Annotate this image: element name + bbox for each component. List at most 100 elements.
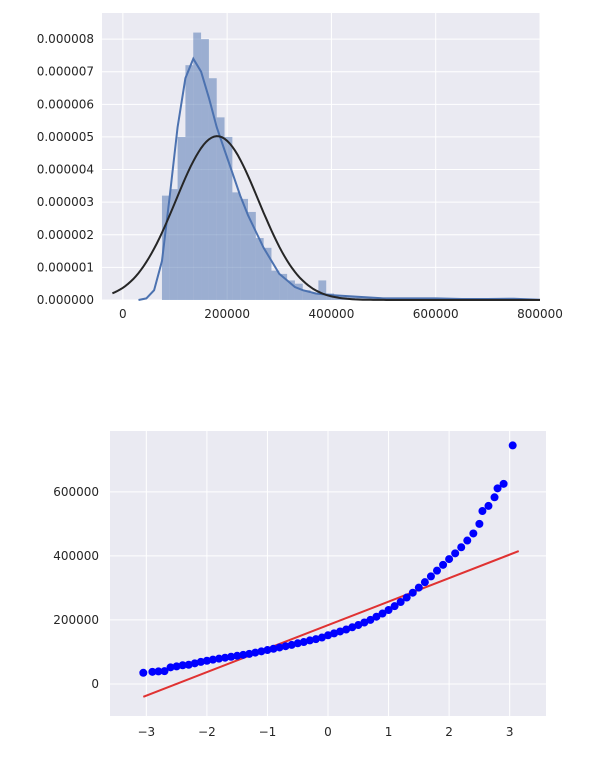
histogram-bar bbox=[365, 297, 374, 300]
histogram-y-tick-label: 0.000006 bbox=[37, 97, 94, 111]
probability-plot-point bbox=[420, 578, 429, 587]
histogram-bar bbox=[216, 117, 225, 300]
probability-plot-point bbox=[305, 636, 314, 645]
probability-x-tick-label: 0 bbox=[324, 725, 332, 739]
probability-plot-point bbox=[275, 643, 284, 652]
probability-plot-point bbox=[251, 648, 260, 657]
histogram-bar bbox=[310, 293, 319, 300]
histogram-y-tick-label: 0.000004 bbox=[37, 163, 94, 177]
probability-plot-point bbox=[439, 560, 448, 569]
histogram-bar bbox=[255, 238, 264, 300]
histogram-x-tick-labels: 0 200000 400000 600000 800000 bbox=[119, 307, 563, 321]
probability-plot-point bbox=[208, 655, 217, 664]
probability-plot-point bbox=[342, 625, 351, 634]
probability-plot-point bbox=[408, 588, 417, 597]
probability-plot-point bbox=[354, 621, 363, 630]
histogram-bar bbox=[271, 270, 280, 300]
probability-plot-point bbox=[287, 640, 296, 649]
probability-plot-point bbox=[202, 656, 211, 665]
histogram-bar bbox=[201, 39, 209, 300]
probability-plot-point bbox=[330, 629, 339, 638]
histogram-bar bbox=[232, 192, 241, 300]
probability-plot-point bbox=[227, 652, 236, 661]
probability-plot-point bbox=[484, 501, 493, 510]
probability-plot-point bbox=[160, 667, 169, 676]
probability-plot-point bbox=[475, 519, 484, 528]
histogram-y-tick-label: 0.000000 bbox=[37, 293, 94, 307]
probability-x-tick-label: −2 bbox=[198, 725, 216, 739]
histogram-bar bbox=[263, 247, 272, 300]
probability-plot-point bbox=[139, 668, 148, 677]
histogram-bar bbox=[169, 189, 178, 300]
probability-plot-point bbox=[336, 627, 345, 636]
probability-plot-point bbox=[384, 606, 393, 615]
probability-plot-point bbox=[372, 612, 381, 621]
probability-plot-point bbox=[490, 493, 499, 502]
probability-plot-point bbox=[196, 657, 205, 666]
histogram-panel: 0 200000 400000 600000 800000 0.000000 0.0000… bbox=[37, 13, 563, 321]
histogram-x-tick-label: 200000 bbox=[204, 307, 250, 321]
probability-plot-point bbox=[311, 635, 320, 644]
probability-plot-point bbox=[317, 633, 326, 642]
histogram-bar bbox=[193, 32, 202, 301]
probability-plot-point bbox=[499, 479, 508, 488]
histogram-bar bbox=[302, 290, 311, 300]
probability-plot-point bbox=[257, 647, 266, 656]
kde-curve bbox=[138, 56, 541, 301]
histogram-x-tick-label: 800000 bbox=[517, 307, 563, 321]
histogram-bar bbox=[279, 273, 288, 300]
probability-plot-grid bbox=[110, 431, 546, 716]
probability-y-tick-label: 200000 bbox=[53, 613, 99, 627]
probability-plot-point bbox=[299, 638, 308, 647]
probability-plot-point bbox=[414, 583, 423, 592]
probability-plot-point bbox=[239, 650, 248, 659]
probability-plot-point bbox=[166, 663, 175, 672]
probability-plot-point bbox=[281, 642, 290, 651]
probability-plot-point bbox=[402, 593, 411, 602]
probability-plot-point bbox=[148, 667, 157, 676]
probability-plot-point bbox=[508, 441, 517, 450]
probability-y-tick-label: 400000 bbox=[53, 549, 99, 563]
histogram-bar bbox=[294, 283, 303, 300]
probability-plot-point bbox=[478, 507, 487, 516]
normal-fit-curve bbox=[112, 135, 540, 301]
probability-x-tick-label: −1 bbox=[259, 725, 277, 739]
probability-plot-point bbox=[184, 660, 193, 669]
histogram-bar bbox=[185, 65, 194, 300]
probability-plot-point bbox=[378, 609, 387, 618]
probability-plot-point bbox=[493, 484, 502, 493]
fit-line bbox=[142, 550, 520, 698]
probability-plot-point bbox=[263, 646, 272, 655]
histogram-y-tick-label: 0.000005 bbox=[37, 130, 94, 144]
probability-plot-point bbox=[215, 654, 223, 663]
probability-plot-point bbox=[463, 536, 472, 545]
probability-plot-point bbox=[348, 623, 357, 632]
histogram-bar bbox=[177, 136, 186, 300]
probability-plot-points bbox=[139, 441, 517, 677]
histogram-x-tick-label: 600000 bbox=[413, 307, 459, 321]
histogram-x-tick-label: 400000 bbox=[309, 307, 355, 321]
histogram-bar bbox=[224, 136, 233, 300]
histogram-bar bbox=[287, 280, 295, 300]
probability-plot-point bbox=[190, 659, 199, 668]
probability-x-tick-label: −3 bbox=[137, 725, 155, 739]
probability-plot-y-tick-labels: 0 200000 400000 600000 bbox=[53, 485, 99, 691]
probability-y-tick-label: 0 bbox=[91, 677, 99, 691]
histogram-bar bbox=[161, 195, 170, 300]
probability-plot-point bbox=[366, 615, 375, 624]
probability-plot-point bbox=[457, 543, 466, 552]
probability-plot-point bbox=[269, 644, 278, 653]
histogram-x-tick-label: 0 bbox=[119, 307, 127, 321]
probability-plot-point bbox=[445, 555, 454, 564]
probability-plot-point bbox=[469, 529, 478, 538]
probability-plot-point bbox=[233, 651, 242, 660]
probability-plot-point bbox=[293, 639, 302, 648]
histogram-y-tick-label: 0.000002 bbox=[37, 228, 94, 242]
histogram-y-tick-label: 0.000008 bbox=[37, 32, 94, 46]
probability-y-tick-label: 600000 bbox=[53, 485, 99, 499]
histogram-y-tick-label: 0.000001 bbox=[37, 260, 94, 274]
probability-plot-point bbox=[433, 566, 441, 575]
probability-plot-x-tick-labels: −3 −2 −1 0 1 2 3 bbox=[137, 725, 513, 739]
histogram-bar bbox=[318, 280, 327, 300]
